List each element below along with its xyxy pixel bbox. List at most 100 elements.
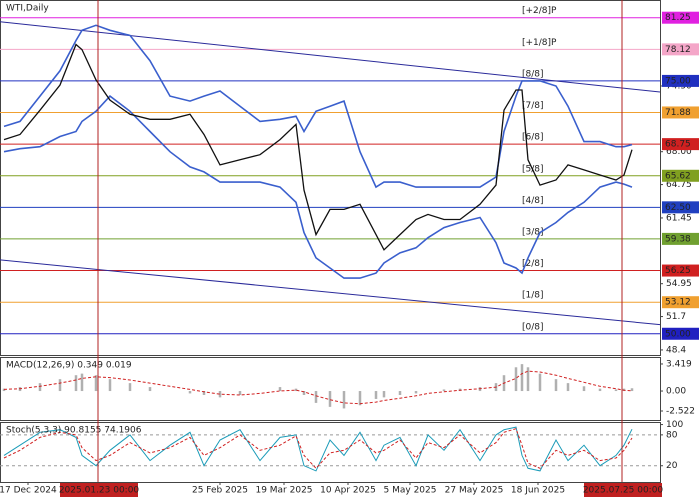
- macd-bar: [314, 391, 318, 403]
- x-tick-label: 5 May 2025: [384, 486, 437, 496]
- axis-level-label: 75.00: [665, 76, 691, 86]
- y-tick-label: 20: [666, 461, 678, 471]
- macd-bar: [566, 383, 570, 392]
- macd-bar: [514, 367, 518, 392]
- macd-bar: [202, 391, 206, 395]
- axis-label-box: [662, 296, 699, 309]
- macd-bar: [414, 391, 418, 394]
- x-label-box: [60, 483, 138, 497]
- macd-bar: [2, 388, 6, 392]
- macd-bar: [398, 391, 402, 395]
- macd-bar: [630, 388, 634, 392]
- axis-label-box: [662, 169, 699, 182]
- panel-title: Stoch(5,3,3) 90.8155 74.1906: [6, 426, 142, 436]
- macd-bar: [302, 391, 306, 395]
- macd-bar: [108, 379, 112, 392]
- macd-bar: [442, 389, 446, 392]
- axis-level-label: 78.12: [665, 45, 691, 55]
- x-tick-label: 2025.01.23 00:00: [59, 486, 140, 496]
- murray-label: [0/8]: [522, 322, 544, 332]
- macd-bar: [526, 367, 530, 392]
- y-tick-label: 54.95: [666, 279, 692, 289]
- x-tick-label: 25 Feb 2025: [192, 486, 248, 496]
- murray-label: [+1/8]P: [522, 38, 557, 48]
- price-line: [3, 95, 633, 279]
- murray-label: [3/8]: [522, 227, 544, 237]
- trend-line: [0, 21, 661, 93]
- murray-label: [4/8]: [522, 196, 544, 206]
- axis-level-label: 53.12: [665, 298, 691, 308]
- panel-border: [0, 357, 661, 421]
- y-tick-label: 51.7: [666, 312, 686, 322]
- axis-label-box: [662, 201, 699, 214]
- axis-label-box: [662, 138, 699, 151]
- x-tick-label: 18 Jun 2025: [511, 486, 565, 496]
- macd-bar: [278, 387, 282, 392]
- macd-bar: [520, 364, 524, 392]
- y-tick-label: 100: [666, 420, 683, 430]
- macd-bar: [58, 379, 62, 392]
- macd-bar: [538, 373, 542, 392]
- macd-bar: [238, 391, 242, 395]
- axis-level-label: 50.00: [665, 329, 691, 339]
- macd-bar: [218, 391, 222, 398]
- signal-line: [3, 370, 633, 405]
- murray-label: [6/8]: [522, 133, 544, 143]
- macd-bar: [358, 391, 362, 406]
- axis-label-box: [662, 106, 699, 119]
- macd-bar: [94, 375, 98, 392]
- macd-bar: [80, 373, 84, 392]
- macd-bar: [128, 383, 132, 392]
- y-tick-label: 48.4: [666, 345, 686, 355]
- price-line: [3, 24, 633, 189]
- axis-label-box: [662, 43, 699, 56]
- panel-border: [0, 422, 661, 483]
- axis-level-label: 59.38: [665, 234, 691, 244]
- y-tick-label: 80: [666, 430, 678, 440]
- x-tick-label: 2025.07.25 00:00: [583, 486, 664, 496]
- macd-bar: [74, 375, 78, 392]
- axis-level-label: 81.25: [665, 13, 691, 23]
- price-line: [3, 43, 633, 251]
- axis-level-label: 62.50: [665, 203, 691, 213]
- x-label-box: [584, 483, 662, 497]
- macd-bar: [598, 388, 602, 392]
- axis-label-box: [662, 327, 699, 340]
- x-tick-label: 10 Apr 2025: [320, 486, 376, 496]
- murray-label: [7/8]: [522, 101, 544, 111]
- panel-border: [0, 0, 661, 356]
- panel-title: WTI,Daily: [6, 4, 49, 14]
- x-tick-label: 27 May 2025: [445, 486, 504, 496]
- axis-level-label: 71.88: [665, 108, 691, 118]
- macd-bar: [374, 391, 378, 399]
- macd-bar: [328, 391, 332, 407]
- axis-label-box: [662, 11, 699, 24]
- axis-label-box: [662, 74, 699, 87]
- murray-label: [+2/8]P: [522, 6, 557, 16]
- axis-label-box: [662, 264, 699, 277]
- y-tick-label: 68.00: [666, 147, 692, 157]
- axis-level-label: 65.62: [665, 171, 691, 181]
- y-tick-label: 0.00: [666, 387, 686, 397]
- y-tick-label: 3.419: [666, 359, 692, 369]
- macd-bar: [614, 389, 618, 392]
- axis-label-box: [662, 232, 699, 245]
- stoch-line: [3, 426, 633, 472]
- macd-bar: [582, 386, 586, 392]
- murray-label: [2/8]: [522, 259, 544, 269]
- y-tick-label: 64.75: [666, 180, 692, 190]
- axis-level-label: 68.75: [665, 140, 691, 150]
- macd-bar: [294, 388, 298, 392]
- macd-bar: [148, 387, 152, 392]
- macd-bar: [382, 391, 386, 398]
- y-tick-label: -2.522: [666, 406, 695, 416]
- macd-bar: [38, 383, 42, 392]
- y-tick-label: 61.45: [666, 213, 692, 223]
- macd-bar: [554, 379, 558, 392]
- macd-bar: [188, 391, 192, 394]
- stoch-line: [3, 428, 633, 470]
- x-tick-label: 19 Mar 2025: [255, 486, 312, 496]
- panel-title: MACD(12,26,9) 0.349 0.019: [6, 361, 132, 371]
